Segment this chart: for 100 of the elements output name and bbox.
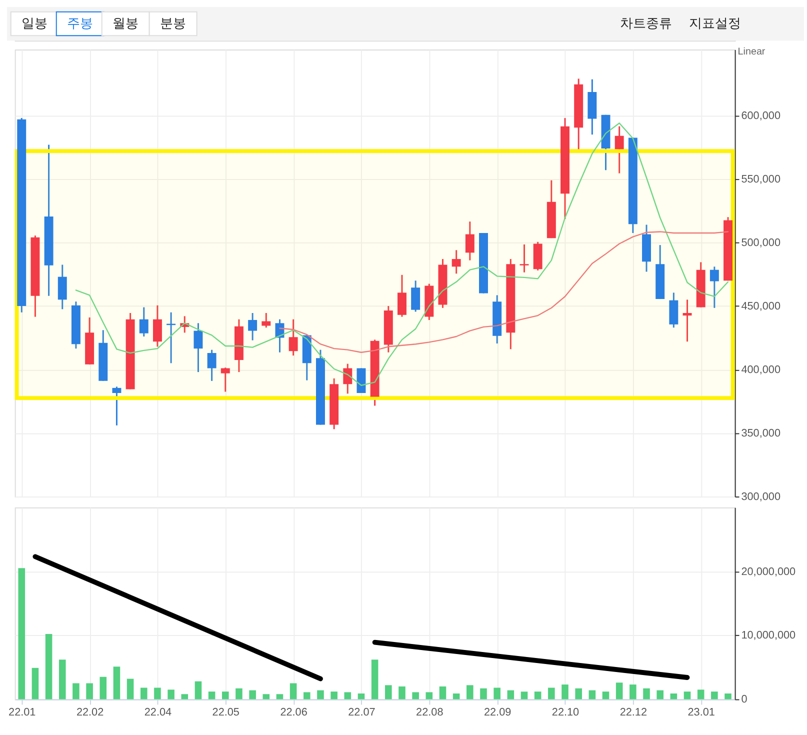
bar [276,694,284,700]
bar [100,676,107,700]
y-tick-label: 450,000 [741,300,780,312]
text: 월봉 [112,16,139,31]
y-tick-label: 350,000 [741,427,780,440]
bar [562,684,568,700]
x-tick-label: 22.12 [620,706,648,719]
y-tick-label: 10,000,000 [741,630,796,642]
x-tick-label: 22.07 [348,706,376,719]
bar [344,692,352,700]
bar [262,694,270,700]
bar [86,683,93,700]
y-tick-label: 550,000 [741,173,780,186]
x-tick-label: 22.05 [212,706,240,719]
line-series [75,122,729,386]
candlestick [194,322,203,373]
text: 차트종류 [620,16,672,31]
candlestick [220,366,230,392]
x-tick-label: 22.09 [484,706,512,719]
x-tick-label: 22.08 [416,706,444,719]
bar [113,666,120,700]
bar [588,690,596,700]
candlestick [411,280,420,312]
bar [236,688,242,700]
bar [466,685,474,700]
text: Linear [738,46,766,58]
bar [181,694,188,700]
bar [358,693,365,700]
bar [439,686,446,700]
y-tick-label: 20,000,000 [741,566,796,578]
bar [168,690,174,700]
candlestick [288,318,298,356]
bar [670,693,678,700]
bar [385,685,392,700]
y-tick-label: 500,000 [741,236,780,249]
candlestick [112,386,122,426]
bar [616,682,623,700]
bar [630,684,636,700]
candlestick [465,220,474,262]
bar [140,688,148,700]
bar [304,692,310,700]
text: 분봉 [160,16,186,31]
candlestick [262,312,271,328]
candlestick [398,274,406,318]
x-tick-label: 23.01 [688,706,715,719]
bar [520,692,528,700]
bar [249,690,256,700]
candlestick [710,266,719,309]
bar [154,688,161,700]
bar [575,688,582,700]
bar [711,692,718,700]
bar [58,660,66,700]
y-tick-label: 400,000 [741,364,780,376]
candlestick [275,318,284,354]
candlestick [152,304,162,348]
bar [32,668,39,700]
candlestick [682,298,692,342]
bar [222,692,229,700]
bar [602,692,610,700]
text: 일봉 [22,16,48,31]
x-tick-label: 22.10 [552,706,580,719]
candlestick [207,349,216,382]
bar [126,678,134,700]
y-tick-label: 300,000 [741,490,780,503]
bar [697,690,704,700]
bar [18,568,26,700]
candlestick [139,306,148,338]
bar [72,683,80,700]
bar [452,693,460,700]
text: 주봉 [67,16,94,31]
bar [684,692,691,700]
bar [724,693,732,700]
bar [371,660,378,700]
text: 지표설정 [689,16,742,31]
bar [656,690,664,700]
bar [643,688,650,700]
candlestick [614,126,624,174]
bar [426,692,433,700]
bar [534,692,542,700]
y-tick-label: 600,000 [741,110,780,122]
bar [290,683,297,700]
bar [548,688,555,700]
bar [507,690,514,700]
bar [208,692,216,700]
bar [194,681,202,700]
candlestick [452,249,461,274]
x-tick-label: 22.02 [76,706,104,719]
candlestick [520,244,529,274]
bar [330,692,338,700]
candlestick [58,264,67,310]
bar [398,686,406,700]
bar [412,692,419,700]
bar [45,634,52,700]
x-tick-label: 22.04 [144,706,172,719]
x-tick-label: 22.01 [8,706,36,719]
bar [480,688,487,700]
candlestick [248,312,258,342]
y-tick-label: 0 [741,694,748,706]
bar [494,688,500,700]
x-tick-label: 22.06 [280,706,308,719]
